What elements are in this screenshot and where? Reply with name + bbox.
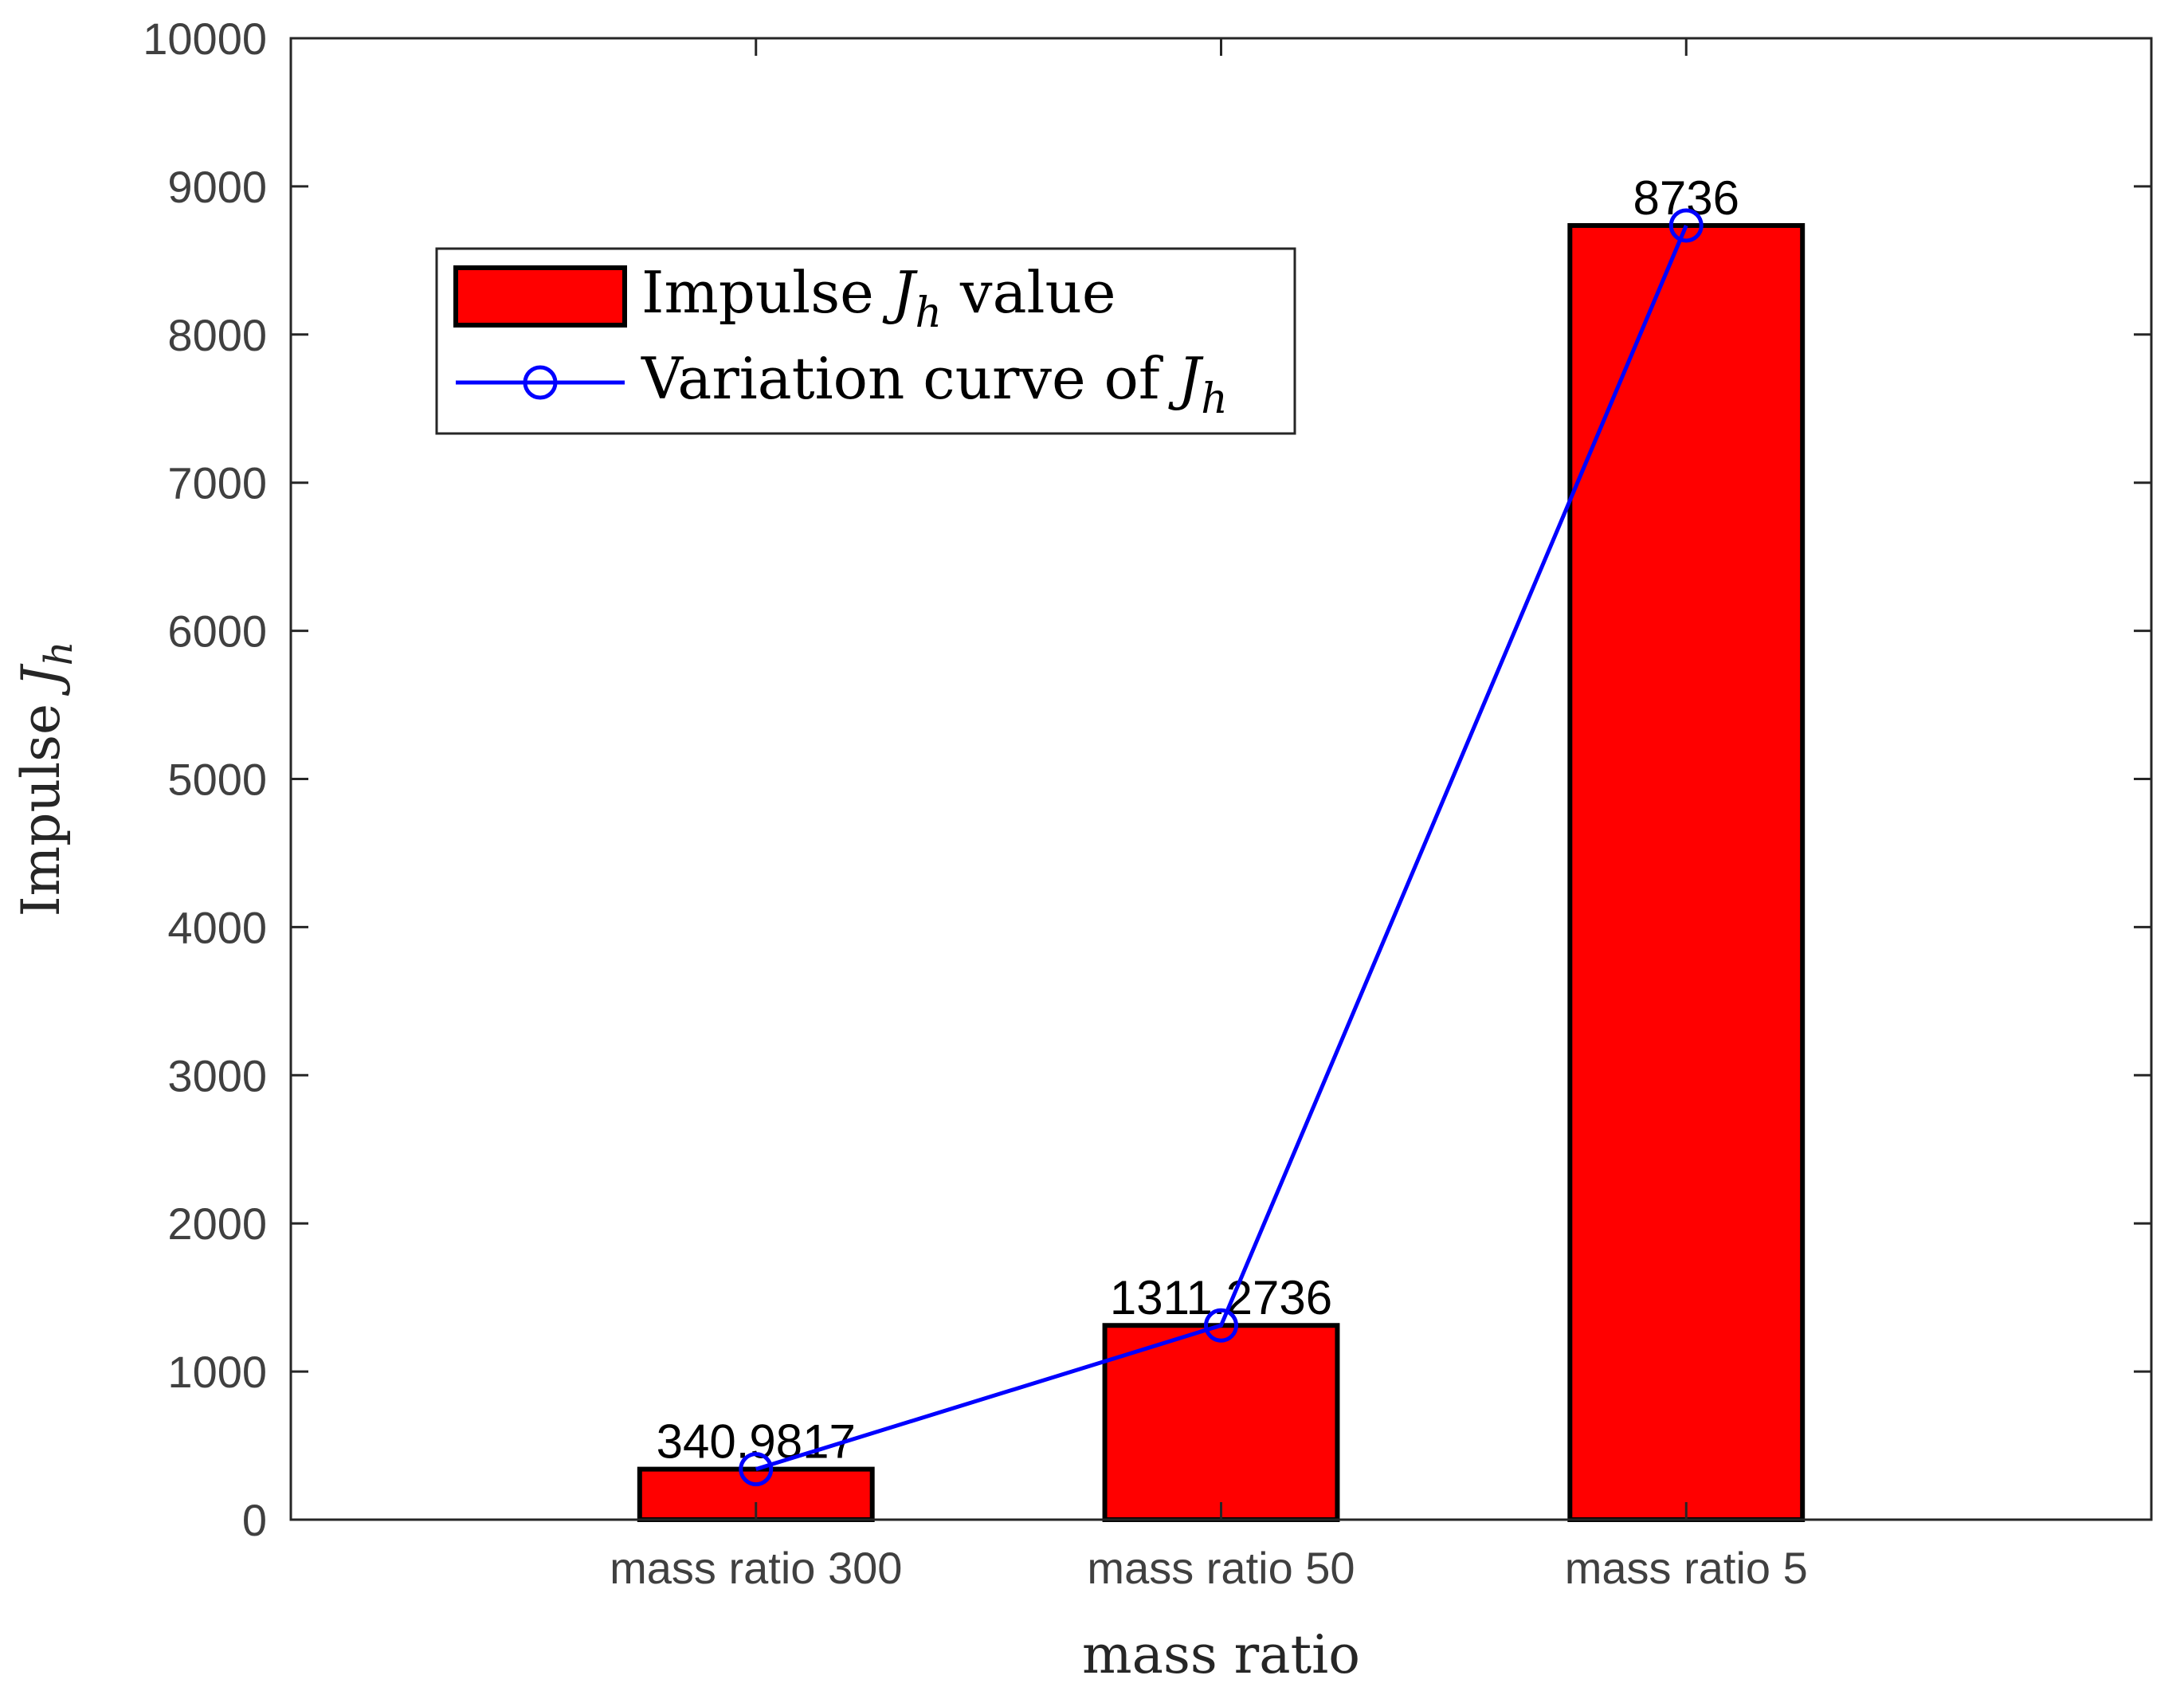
y-axis-title-text: Impulse: [10, 687, 72, 916]
y-tick-label: 5000: [167, 755, 267, 805]
y-tick-label: 2000: [167, 1199, 267, 1249]
legend-label-subscript: h: [1201, 375, 1228, 423]
y-tick-label: 6000: [167, 606, 267, 657]
legend-bar-swatch: [453, 265, 627, 328]
legend-label-subscript: h: [916, 289, 943, 337]
axis-labels: mass ratio Impulse Jh: [10, 641, 1360, 1685]
data-label-2: 1311.2736: [1110, 1271, 1332, 1324]
bar-2: [1102, 1323, 1340, 1523]
curve-marker-2: [1204, 1308, 1238, 1343]
y-axis-title-subscript: h: [37, 641, 81, 666]
legend: Impulse Jh value Variation curve of Jh: [435, 247, 1296, 435]
y-tick-label: 4000: [167, 902, 267, 952]
x-tick-label: mass ratio 50: [1087, 1543, 1355, 1593]
data-label-3: 8736: [1633, 171, 1739, 225]
curve-marker-3: [1668, 208, 1704, 243]
x-tick-label: mass ratio 300: [610, 1543, 902, 1593]
variation-curve-line: [755, 225, 1688, 1472]
legend-label-prefix: Impulse: [641, 259, 892, 326]
y-tick-label: 0: [242, 1495, 267, 1545]
axes: 0 1000 2000 3000 4000 5000 6000 7000 8000 9000 100…: [143, 14, 2153, 1593]
x-tick-label: mass ratio 5: [1565, 1543, 1808, 1593]
bar-3: [1567, 222, 1806, 1523]
data-label-1: 340.9817: [657, 1415, 856, 1469]
y-tick-label: 9000: [167, 162, 267, 212]
y-tick-label: 3000: [167, 1050, 267, 1101]
plot-area: 340.9817 1311.2736 8736: [637, 171, 1806, 1523]
legend-marker-swatch: [523, 365, 558, 400]
legend-label-2: Variation curve of Jh: [641, 345, 1228, 423]
y-tick-label: 1000: [167, 1347, 267, 1397]
y-tick-label: 8000: [167, 310, 267, 360]
legend-label-suffix: value: [942, 259, 1116, 326]
y-tick-label: 7000: [167, 458, 267, 508]
curve-marker-1: [739, 1452, 774, 1487]
bar-1: [637, 1466, 875, 1522]
legend-label-prefix: Variation curve of: [641, 345, 1178, 412]
x-axis-title: mass ratio: [1082, 1624, 1360, 1685]
legend-label-1: Impulse Jh value: [641, 259, 1116, 337]
y-tick-label: 10000: [143, 14, 267, 64]
y-axis-title: Impulse Jh: [10, 641, 81, 917]
